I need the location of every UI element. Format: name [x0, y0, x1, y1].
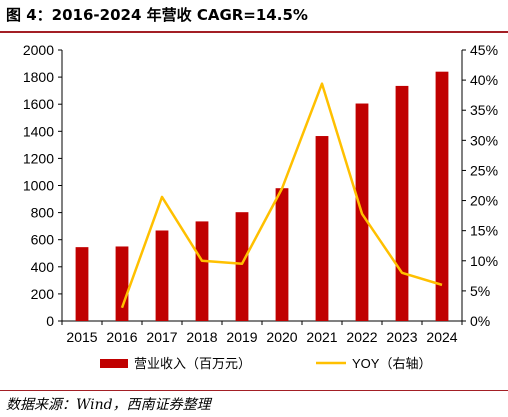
left-tick-label: 0: [46, 313, 54, 329]
right-tick-label: 10%: [470, 253, 498, 269]
left-tick-label: 1000: [23, 178, 54, 194]
right-tick-label: 40%: [470, 72, 498, 88]
right-tick-label: 45%: [470, 42, 498, 58]
left-tick-label: 800: [31, 205, 55, 221]
revenue-bar: [395, 85, 409, 321]
footer-divider: [0, 390, 508, 391]
left-tick-label: 1800: [23, 69, 54, 85]
left-tick-label: 1200: [23, 150, 54, 166]
revenue-bar: [235, 212, 249, 321]
revenue-bar: [275, 188, 289, 321]
x-tick-label: 2019: [226, 329, 257, 345]
x-tick-label: 2018: [186, 329, 217, 345]
yoy-line: [120, 82, 443, 309]
x-tick-label: 2022: [346, 329, 377, 345]
x-tick-label: 2020: [266, 329, 297, 345]
right-tick-label: 30%: [470, 132, 498, 148]
x-tick-label: 2023: [386, 329, 417, 345]
left-tick-label: 2000: [23, 42, 54, 58]
left-tick-label: 400: [31, 259, 55, 275]
revenue-bar: [115, 246, 129, 321]
right-tick-label: 15%: [470, 223, 498, 239]
x-tick-label: 2021: [306, 329, 337, 345]
source-note: 数据来源：Wind，西南证券整理: [6, 397, 211, 413]
x-tick-label: 2016: [106, 329, 137, 345]
x-tick-label: 2024: [426, 329, 457, 345]
right-tick-label: 0%: [470, 313, 490, 329]
legend-bar-swatch: [100, 359, 128, 368]
right-tick-label: 20%: [470, 193, 498, 209]
legend-bar-label: 营业收入（百万元）: [134, 356, 251, 371]
right-tick-label: 25%: [470, 162, 498, 178]
x-tick-label: 2015: [66, 329, 97, 345]
revenue-bar: [75, 247, 89, 321]
chart-canvas: 0 200 400 600 800 1000 1200 1400 1600 1800 2000 0% 5…: [23, 42, 498, 371]
left-tick-label: 200: [31, 286, 55, 302]
revenue-bar: [155, 230, 169, 321]
right-tick-label: 35%: [470, 102, 498, 118]
left-tick-label: 1400: [23, 123, 54, 139]
revenue-bar: [195, 221, 209, 321]
legend-line-label: YOY（右轴）: [352, 356, 431, 371]
right-tick-label: 5%: [470, 283, 490, 299]
title-divider: [0, 31, 508, 33]
revenue-bar: [435, 71, 449, 322]
x-tick-label: 2017: [146, 329, 177, 345]
left-tick-label: 1600: [23, 96, 54, 112]
revenue-bar: [315, 136, 329, 321]
chart-title: 图 4：2016-2024 年营收 CAGR=14.5%: [6, 6, 308, 24]
left-tick-label: 600: [31, 232, 55, 248]
